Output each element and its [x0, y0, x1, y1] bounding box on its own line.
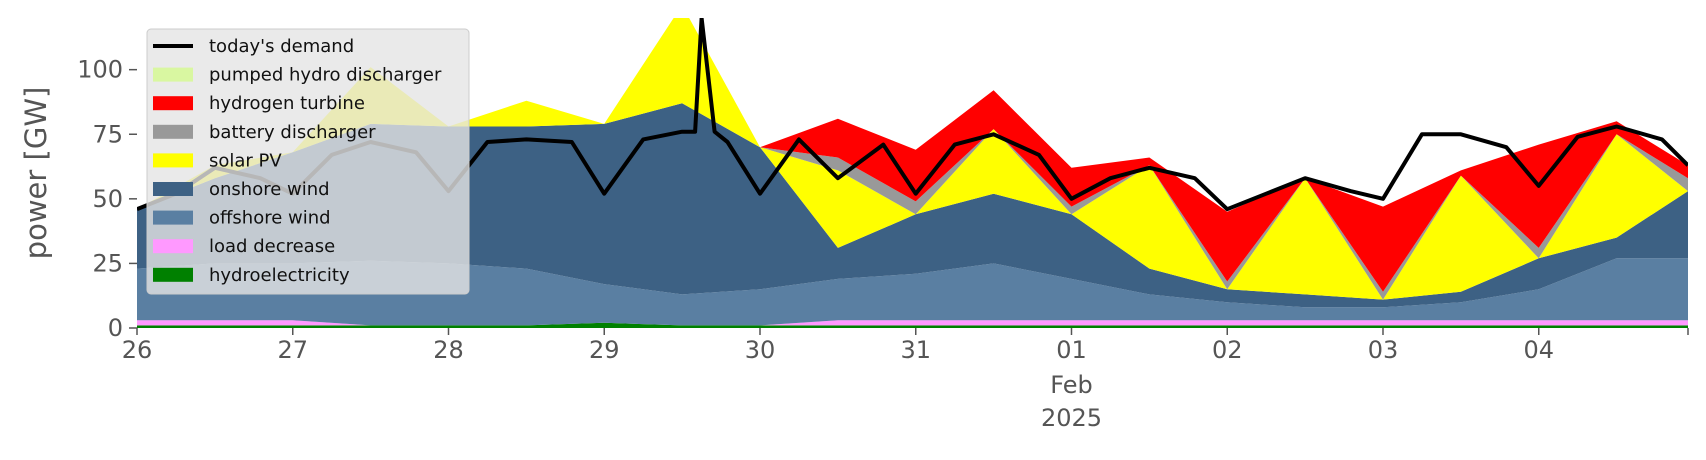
x-year-label: 2025: [1041, 404, 1102, 432]
x-tick-label: 02: [1212, 336, 1243, 364]
legend-label-solar-pv: solar PV: [209, 150, 282, 171]
legend-label-battery-discharger: battery discharger: [209, 122, 376, 143]
x-tick-label: 04: [1523, 336, 1554, 364]
legend-swatch-offshore-wind: [153, 210, 193, 225]
x-tick-label: 26: [122, 336, 153, 364]
legend-label-pumped-hydro-discharger: pumped hydro discharger: [209, 65, 442, 86]
x-tick-label: 29: [589, 336, 620, 364]
legend-swatch-load-decrease: [153, 239, 193, 254]
legend-swatch-onshore-wind: [153, 182, 193, 196]
y-axis-label: power [GW]: [19, 87, 53, 260]
x-tick-label: 31: [900, 336, 931, 364]
legend-label-today-s-demand: today's demand: [209, 36, 354, 57]
legend-label-hydrogen-turbine: hydrogen turbine: [209, 93, 365, 114]
legend-label-offshore-wind: offshore wind: [209, 208, 331, 229]
y-tick-label: 100: [77, 56, 123, 84]
area-hydrogen-turbine: [137, 18, 1688, 292]
legend-label-hydroelectricity: hydroelectricity: [209, 265, 350, 286]
legend: today's demand pumped hydro discharger hyd…: [146, 28, 470, 295]
y-tick-label: 50: [92, 185, 123, 213]
area-load-decrease: [137, 320, 1688, 326]
legend-swatch-solar-pv: [153, 153, 193, 168]
area-offshore-wind: [137, 258, 1688, 326]
area-onshore-wind: [137, 103, 1688, 308]
stacked-areas: [137, 18, 1688, 328]
legend-label-onshore-wind: onshore wind: [209, 179, 330, 200]
x-tick-label: 01: [1056, 336, 1087, 364]
x-axis: 26 27 28 29 30 31 01 02 03 04 Feb 2025: [122, 328, 1689, 432]
legend-swatch-battery-discharger: [153, 124, 193, 139]
y-axis: 0 25 50 75 100: [77, 56, 137, 342]
legend-swatch-pumped-hydro-discharger: [153, 67, 193, 82]
x-month-label: Feb: [1050, 371, 1093, 399]
legend-label-load-decrease: load decrease: [209, 236, 335, 257]
legend-box: [146, 28, 470, 295]
x-tick-label: 03: [1368, 336, 1399, 364]
x-tick-label: 30: [745, 336, 776, 364]
y-tick-label: 25: [92, 249, 123, 277]
y-tick-label: 0: [108, 314, 123, 342]
x-tick-label: 28: [433, 336, 464, 364]
area-solar-pv: [137, 18, 1688, 300]
y-tick-label: 75: [92, 120, 123, 148]
legend-swatch-hydrogen-turbine: [153, 96, 193, 111]
x-tick-label: 27: [277, 336, 308, 364]
legend-swatch-hydroelectricity: [153, 267, 193, 282]
